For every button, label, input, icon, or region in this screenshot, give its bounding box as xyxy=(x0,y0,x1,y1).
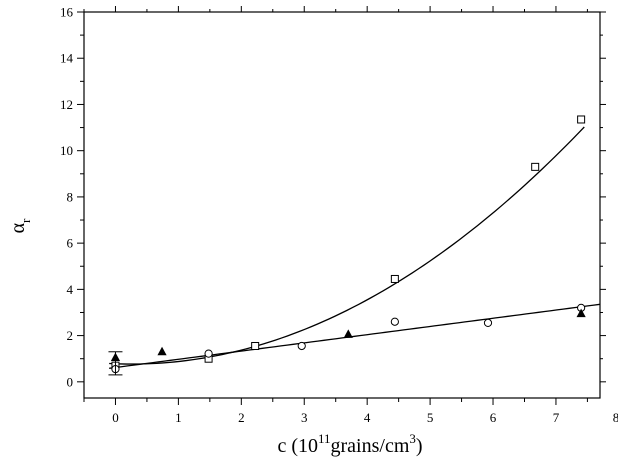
square-point xyxy=(531,162,540,171)
y-tick-label: 16 xyxy=(60,5,74,20)
triangle-point xyxy=(157,346,167,356)
y-tick-label: 10 xyxy=(60,143,73,158)
x-axis-title-suffix: ) xyxy=(416,435,423,457)
x-tick-label: 3 xyxy=(301,410,308,425)
plot-frame xyxy=(83,11,601,399)
fit-curve-quadratic xyxy=(109,126,585,365)
y-tick-label: 8 xyxy=(67,189,74,204)
x-axis-title: c (1011grains/cm3) xyxy=(277,431,422,457)
x-axis-title-prefix: c (10 xyxy=(277,435,318,457)
y-tick-label: 6 xyxy=(67,236,74,251)
x-axis-title-middle: grains/cm xyxy=(331,435,410,457)
error-bars xyxy=(108,351,123,376)
x-tick-label: 0 xyxy=(112,410,119,425)
y-tick-label: 0 xyxy=(67,374,74,389)
x-tick-label: 2 xyxy=(238,410,245,425)
triangle-point xyxy=(343,329,353,338)
square-point xyxy=(251,341,260,350)
circle-point xyxy=(390,317,399,326)
y-axis-title: αr xyxy=(7,218,33,233)
x-tick-label: 6 xyxy=(490,410,497,425)
x-tick-label: 8 xyxy=(613,410,618,425)
circle-point xyxy=(204,349,213,358)
square-point xyxy=(577,115,586,124)
triangle-point xyxy=(576,308,586,318)
x-axis-title-exponent: 11 xyxy=(318,431,331,446)
x-axis-title-exponent2: 3 xyxy=(409,431,416,446)
y-axis-title-subscript: r xyxy=(18,218,33,223)
axis-ticks xyxy=(77,6,606,405)
circle-point xyxy=(483,318,493,327)
y-tick-label: 4 xyxy=(67,282,74,297)
square-point xyxy=(390,274,399,283)
x-tick-label: 7 xyxy=(553,410,560,425)
y-tick-label: 14 xyxy=(60,51,74,66)
fit-curves xyxy=(109,126,601,369)
x-tick-label: 4 xyxy=(364,410,371,425)
y-axis-title-main: α xyxy=(7,222,29,233)
x-tick-label: 5 xyxy=(427,410,434,425)
y-tick-label: 2 xyxy=(67,328,74,343)
data-points xyxy=(110,115,586,374)
y-tick-label: 12 xyxy=(60,97,73,112)
x-tick-label: 1 xyxy=(175,410,182,425)
fit-curve-linear xyxy=(109,303,601,369)
circle-point xyxy=(297,341,306,351)
